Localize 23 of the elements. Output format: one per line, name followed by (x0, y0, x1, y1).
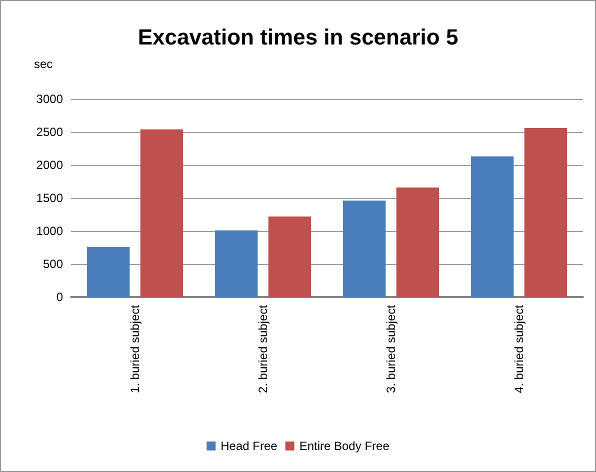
y-axis-title: sec (34, 57, 53, 71)
y-tick-label: 2000 (36, 158, 64, 172)
x-tick-label: 1. buried subject (128, 304, 142, 394)
y-tick-label: 2500 (36, 125, 64, 139)
y-tick-label: 3000 (36, 92, 64, 106)
legend-label: Head Free (220, 439, 278, 453)
bar (268, 216, 311, 297)
x-tick-label: 4. buried subject (512, 304, 526, 394)
x-tick-label: 2. buried subject (256, 304, 270, 394)
y-tick-label: 1500 (36, 191, 64, 205)
legend-label: Entire Body Free (299, 439, 390, 453)
bar (343, 200, 386, 297)
bar (524, 128, 567, 297)
bar (215, 230, 258, 297)
chart-title: Excavation times in scenario 5 (138, 24, 458, 50)
bar (87, 246, 130, 297)
y-tick-label: 500 (42, 257, 64, 271)
bar (396, 187, 439, 297)
bar (140, 129, 183, 297)
y-tick-label: 1000 (36, 224, 64, 238)
x-tick-label: 3. buried subject (384, 304, 398, 394)
y-tick-label: 0 (56, 290, 64, 304)
bar (471, 156, 514, 297)
